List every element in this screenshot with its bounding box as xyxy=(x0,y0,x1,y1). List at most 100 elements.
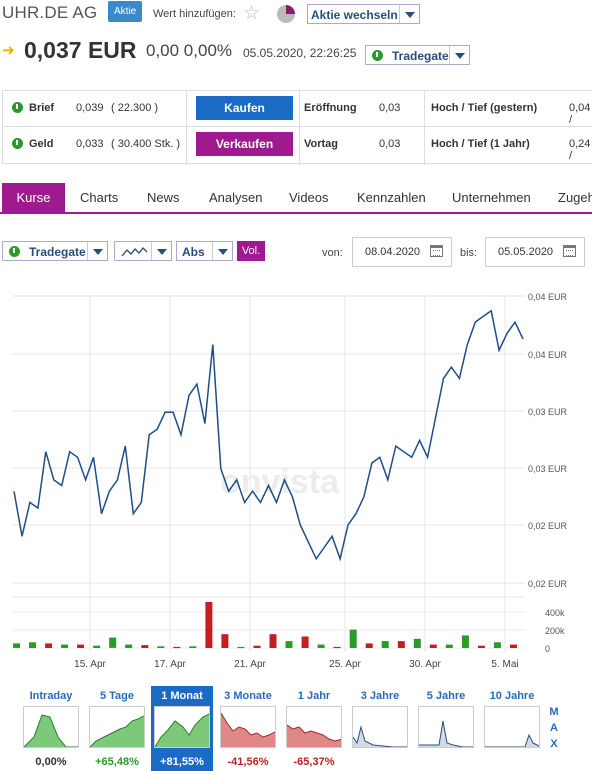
volume-bar xyxy=(477,645,485,648)
tab-unternehmen[interactable]: Unternehmen xyxy=(452,190,531,205)
volume-bar xyxy=(445,644,453,648)
price-change: 0,00 0,00% xyxy=(146,41,233,60)
volume-bar xyxy=(237,646,245,649)
status-dot-icon xyxy=(12,102,23,113)
chevron-down-icon[interactable] xyxy=(449,46,469,64)
volume-tick-label: 0 xyxy=(545,644,550,654)
period-label: Intraday xyxy=(29,690,73,702)
period-thumbnail xyxy=(484,706,540,748)
period-performance: +81,55% xyxy=(160,756,204,768)
volume-bar xyxy=(141,645,149,648)
divider xyxy=(424,91,425,165)
period-5-jahre[interactable]: 5 Jahre xyxy=(415,686,477,771)
to-label: bis: xyxy=(460,247,478,259)
header: UHR.DE AG Aktie Wert hinzufügen: ☆ Aktie… xyxy=(0,0,592,30)
high-low-year-value: 0,24 / xyxy=(569,138,591,162)
period-thumbnail xyxy=(418,706,474,748)
volume-bar xyxy=(45,643,53,648)
arrow-right-icon: ➜ xyxy=(2,42,15,59)
from-date-input[interactable]: 08.04.2020 xyxy=(352,237,452,267)
calendar-icon[interactable] xyxy=(563,245,576,257)
volume-bar xyxy=(285,641,293,648)
period-1-jahr[interactable]: 1 Jahr -65,37% xyxy=(283,686,345,771)
status-dot-icon xyxy=(372,50,383,61)
pie-chart-icon[interactable] xyxy=(277,5,295,23)
volume-bar xyxy=(461,635,469,649)
sparkline-area xyxy=(419,721,473,747)
tab-news[interactable]: News xyxy=(147,190,180,205)
chevron-down-icon[interactable] xyxy=(212,242,232,260)
volume-bar xyxy=(253,645,261,648)
status-dot-icon xyxy=(9,246,20,257)
quote-row-geld: Geld 0,033 ( 30.400 Stk. ) Verkaufen Vor… xyxy=(3,127,592,163)
period-3-monate[interactable]: 3 Monate -41,56% xyxy=(217,686,279,771)
switch-instrument-dropdown[interactable]: Aktie wechseln xyxy=(307,4,420,24)
to-date-input[interactable]: 05.05.2020 xyxy=(485,237,585,267)
x-tick-label: 21. Apr xyxy=(234,659,266,670)
chevron-down-icon[interactable] xyxy=(399,5,419,23)
period-3-jahre[interactable]: 3 Jahre xyxy=(349,686,411,771)
type-badge[interactable]: Aktie xyxy=(108,1,143,22)
y-tick-label: 0,03 EUR xyxy=(528,464,568,474)
period-intraday[interactable]: Intraday 0,00% xyxy=(20,686,82,771)
switch-label: Aktie wechseln xyxy=(311,8,398,22)
tab-kennzahlen[interactable]: Kennzahlen xyxy=(357,190,426,205)
quote-table: Brief 0,039 ( 22.300 ) Kaufen Eröffnung … xyxy=(2,90,592,165)
volume-tick-label: 200k xyxy=(545,626,565,636)
star-icon[interactable]: ☆ xyxy=(243,3,261,24)
chevron-down-icon[interactable] xyxy=(87,242,107,260)
timestamp: 05.05.2020, 22:26:25 xyxy=(243,46,357,60)
volume-bar xyxy=(205,602,213,648)
watermark: onvista xyxy=(220,463,340,501)
brief-value: 0,039 xyxy=(76,102,104,114)
max-letter: X xyxy=(550,738,558,750)
x-tick-label: 17. Apr xyxy=(154,659,186,670)
sparkline-area xyxy=(353,727,407,747)
tab-videos[interactable]: Videos xyxy=(289,190,329,205)
sparkline xyxy=(287,724,341,747)
period-performance: 0,00% xyxy=(35,756,67,768)
period-1-monat[interactable]: 1 Monat +81,55% xyxy=(151,686,213,771)
sell-button[interactable]: Verkaufen xyxy=(196,132,293,156)
tab-charts[interactable]: Charts xyxy=(80,190,119,205)
tab-analysen[interactable]: Analysen xyxy=(209,190,263,205)
period-5-tage[interactable]: 5 Tage +65,48% xyxy=(86,686,148,771)
volume-toggle-button[interactable]: Vol. xyxy=(237,241,265,261)
chart-exchange-select[interactable]: Tradegate xyxy=(2,241,108,261)
x-tick-label: 30. Apr xyxy=(409,659,441,670)
status-dot-icon xyxy=(12,138,23,149)
sparkline-area xyxy=(90,716,144,747)
from-label: von: xyxy=(322,247,343,259)
volume-bar xyxy=(381,641,389,648)
price-chart[interactable]: 0,04 EUR 0,04 EUR 0,03 EUR 0,03 EUR 0,02 EUR… xyxy=(0,285,592,685)
sparkline-line xyxy=(24,714,78,747)
y-tick-label: 0,03 EUR xyxy=(528,407,568,417)
tab-zugehoerigkeit[interactable]: Zugeh xyxy=(558,190,592,205)
volume-bar xyxy=(333,646,341,649)
sparkline-area xyxy=(155,714,209,747)
volume-bar xyxy=(189,646,197,648)
volume-bar xyxy=(510,644,517,648)
scale-mode-select[interactable]: Abs xyxy=(176,241,233,261)
tab-kurse[interactable]: Kurse xyxy=(2,183,65,212)
period-thumbnail xyxy=(220,706,276,748)
scale-mode-label: Abs xyxy=(182,245,205,259)
calendar-icon[interactable] xyxy=(430,245,443,257)
exchange-select[interactable]: Tradegate xyxy=(365,45,470,65)
sparkline-area xyxy=(24,715,78,747)
volume-bar xyxy=(301,636,309,648)
quote-row-brief: Brief 0,039 ( 22.300 ) Kaufen Eröffnung … xyxy=(3,91,592,127)
chevron-down-icon[interactable] xyxy=(151,242,171,260)
volume-bar xyxy=(157,646,165,648)
period-label: 3 Monate xyxy=(224,690,272,702)
sparkline xyxy=(90,715,144,747)
sparkline-line xyxy=(90,715,144,747)
period-label: 5 Tage xyxy=(99,690,135,702)
chart-type-select[interactable] xyxy=(114,241,172,261)
buy-button[interactable]: Kaufen xyxy=(196,96,293,120)
period-10-jahre[interactable]: 10 Jahre xyxy=(481,686,543,771)
sparkline xyxy=(24,714,78,747)
sparkline xyxy=(155,713,209,747)
sparkline-line xyxy=(221,712,275,738)
